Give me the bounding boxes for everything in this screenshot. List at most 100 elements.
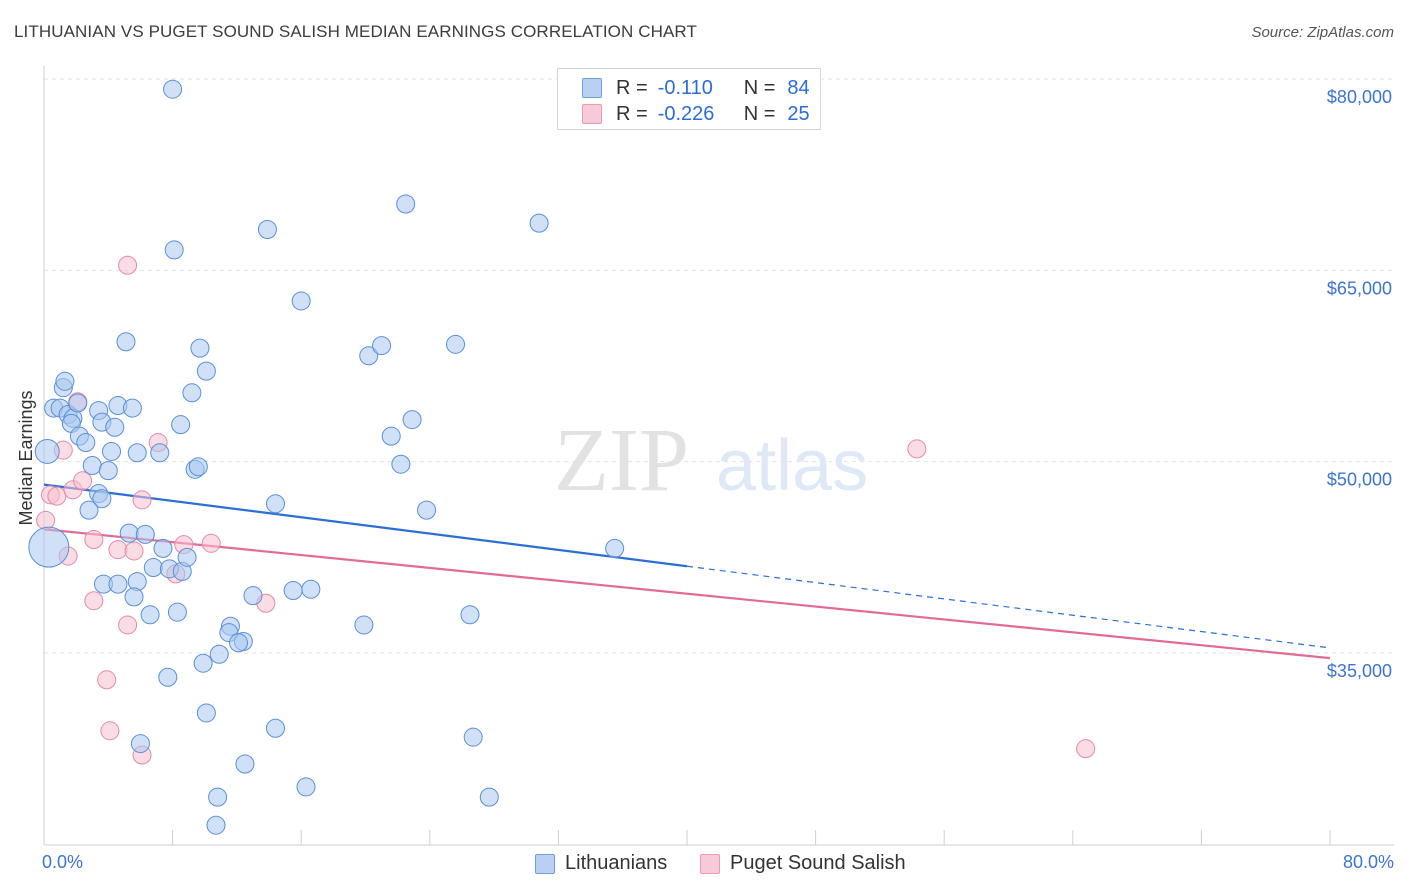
data-point-lithuanians [190, 338, 210, 358]
legend-n-label: N = [743, 102, 776, 125]
legend-swatch-pink [700, 853, 720, 874]
data-point-lithuanians [283, 580, 303, 600]
data-point-lithuanians [235, 754, 255, 774]
data-point-puget-sound-salish [1076, 739, 1096, 759]
data-point-lithuanians [460, 605, 480, 625]
legend-swatch-pink [582, 104, 602, 124]
data-point-lithuanians [171, 415, 191, 435]
data-point-lithuanians [417, 500, 437, 520]
data-point-lithuanians [76, 433, 96, 453]
data-point-lithuanians [446, 334, 466, 354]
data-point-lithuanians [188, 457, 208, 477]
y-tick-label: $80,000 [1327, 87, 1392, 107]
legend-r-label: R = [616, 102, 648, 125]
data-point-lithuanians [196, 703, 216, 723]
legend-r-value: -0.110 [657, 76, 713, 99]
data-point-lithuanians [150, 443, 170, 463]
series-lithuanians [28, 79, 625, 835]
series-legend: Lithuanians Puget Sound Salish [0, 852, 1406, 878]
legend-n-value: 84 [787, 76, 810, 99]
data-point-lithuanians [130, 734, 150, 754]
x-ticks [172, 830, 1331, 845]
data-point-lithuanians [265, 494, 285, 514]
data-point-lithuanians [372, 336, 392, 356]
data-point-lithuanians [359, 346, 379, 366]
data-point-puget-sound-salish [132, 490, 152, 510]
data-point-puget-sound-salish [201, 533, 221, 553]
data-point-lithuanians [108, 574, 128, 594]
data-point-lithuanians [82, 455, 102, 475]
legend-label-puget-sound-salish: Puget Sound Salish [730, 852, 906, 874]
data-point-lithuanians [116, 332, 136, 352]
data-point-lithuanians [98, 461, 118, 481]
data-point-lithuanians [209, 644, 229, 664]
legend-n-value: 25 [787, 102, 810, 125]
legend-swatch-blue [582, 78, 602, 98]
data-point-lithuanians [153, 538, 173, 558]
legend-item-lithuanians[interactable]: Lithuanians [535, 852, 667, 875]
data-point-lithuanians [381, 426, 401, 446]
data-point-lithuanians [243, 586, 263, 606]
y-tick-label: $65,000 [1327, 278, 1392, 298]
x-tick-label-max: 80.0% [1342, 852, 1394, 872]
data-point-lithuanians [354, 615, 374, 635]
source-label: Source: ZipAtlas.com [1251, 24, 1394, 41]
data-point-lithuanians [140, 605, 160, 625]
data-point-lithuanians [119, 523, 139, 543]
legend-row-puget-sound-salish: R = -0.226 N = 25 [582, 101, 810, 127]
data-point-lithuanians [208, 787, 228, 807]
data-point-puget-sound-salish [84, 591, 104, 611]
watermark-zip: ZIP [554, 411, 689, 510]
data-point-lithuanians [257, 220, 277, 240]
y-tick-label: $35,000 [1327, 661, 1392, 681]
legend-r-label: R = [616, 76, 648, 99]
data-point-lithuanians [479, 787, 499, 807]
trend-line-lithuanians-extrapolated [686, 565, 1331, 649]
data-point-puget-sound-salish [100, 721, 120, 741]
data-point-lithuanians [206, 815, 226, 835]
data-point-lithuanians [143, 558, 163, 578]
grid-lines [44, 78, 1394, 654]
series-puget-sound-salish [36, 255, 1096, 765]
y-tick-label: $50,000 [1327, 470, 1392, 490]
data-point-lithuanians [193, 653, 213, 673]
data-point-puget-sound-salish [97, 670, 117, 690]
data-point-lithuanians [68, 393, 88, 413]
data-point-lithuanians [229, 633, 249, 653]
data-point-lithuanians [158, 667, 178, 687]
data-point-lithuanians [28, 526, 70, 568]
data-point-lithuanians [391, 454, 411, 474]
data-point-lithuanians [167, 602, 187, 622]
data-point-lithuanians [301, 579, 321, 599]
legend-swatch-blue [535, 853, 555, 874]
correlation-legend: R = -0.110 N = 84 R = -0.226 N = 25 [557, 68, 821, 130]
legend-label-lithuanians: Lithuanians [565, 852, 668, 874]
data-point-lithuanians [196, 361, 216, 381]
watermark: ZIP atlas [554, 411, 868, 510]
trend-line-puget-sound-salish [43, 528, 1331, 660]
data-point-lithuanians [55, 371, 75, 391]
data-point-lithuanians [182, 383, 202, 403]
data-point-lithuanians [265, 718, 285, 738]
data-point-puget-sound-salish [73, 471, 93, 491]
chart-title: LITHUANIAN VS PUGET SOUND SALISH MEDIAN … [14, 22, 697, 41]
watermark-atlas: atlas [716, 426, 868, 506]
data-point-lithuanians [164, 240, 184, 260]
data-point-puget-sound-salish [36, 510, 56, 530]
data-point-puget-sound-salish [118, 255, 138, 275]
legend-item-puget-sound-salish[interactable]: Puget Sound Salish [700, 852, 906, 875]
y-axis-label: Median Earnings [16, 390, 36, 525]
x-tick-label-min: 0.0% [42, 852, 84, 872]
data-point-puget-sound-salish [47, 486, 67, 506]
data-point-lithuanians [605, 538, 625, 558]
data-point-lithuanians [296, 777, 316, 797]
data-point-lithuanians [79, 500, 99, 520]
data-point-puget-sound-salish [108, 540, 128, 560]
data-point-lithuanians [177, 547, 197, 567]
data-point-lithuanians [135, 524, 155, 544]
data-point-lithuanians [92, 489, 112, 509]
data-point-puget-sound-salish [118, 615, 138, 635]
data-point-lithuanians [105, 417, 125, 437]
data-point-lithuanians [102, 441, 122, 461]
